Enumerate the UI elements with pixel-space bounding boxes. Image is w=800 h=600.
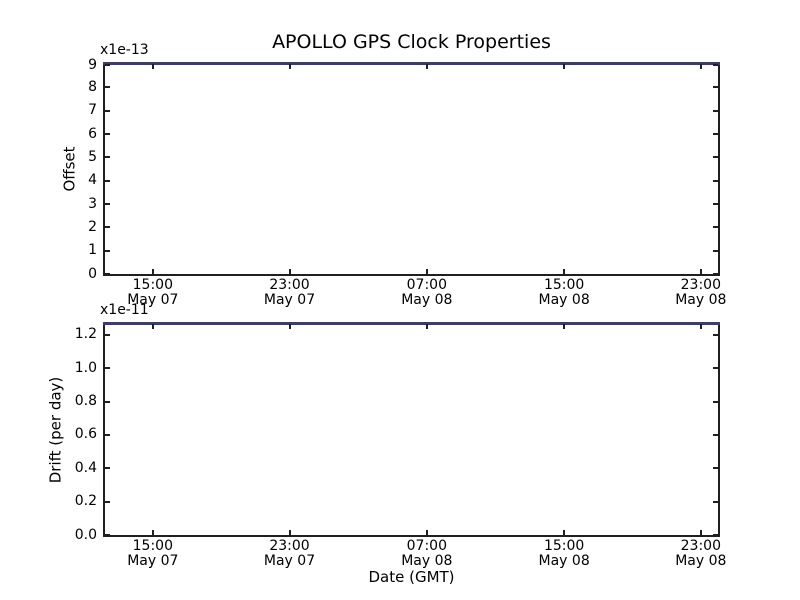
y-tick-label: 3 [88, 195, 97, 212]
y-tick-left [105, 64, 110, 66]
y-axis-offset-exponent-bottom: x1e-11 [100, 302, 149, 318]
y-tick-label: 1.2 [74, 326, 97, 343]
y-tick-label: 1 [88, 242, 97, 259]
chart-title: APOLLO GPS Clock Properties [272, 31, 551, 53]
x-tick-top [151, 324, 154, 329]
x-tick-bottom [288, 530, 291, 535]
x-tick-label: 07:00 May 08 [401, 538, 453, 569]
y-tick-left [105, 367, 110, 370]
y-tick-label: 4 [88, 172, 97, 189]
y-tick-right [713, 333, 718, 336]
y-tick-right [713, 500, 718, 503]
drift-plot-area: 0.0 0.2 0.4 0.6 0.8 1.0 1.2 15:00 May 07 23:00 M… [75, 322, 726, 568]
y-tick-left [105, 467, 110, 470]
x-tick-top [563, 64, 566, 69]
y-tick-label: 0 [88, 265, 97, 282]
y-tick-left [105, 109, 110, 112]
x-tick-top [288, 64, 291, 69]
x-tick-label: 23:00 May 08 [675, 277, 727, 308]
x-tick-bottom [563, 269, 566, 274]
y-tick-left [105, 333, 110, 336]
y-tick-label: 0.4 [74, 459, 97, 476]
y-tick-left [105, 273, 110, 275]
x-tick-top [699, 64, 702, 69]
y-tick-left [105, 179, 110, 182]
y-tick-right [713, 400, 718, 403]
y-tick-label: 0.8 [74, 393, 97, 410]
drift-series-line [103, 322, 720, 325]
y-tick-right [713, 273, 718, 275]
x-tick-bottom [425, 530, 428, 535]
x-tick-label: 15:00 May 08 [538, 538, 590, 569]
x-tick-bottom [699, 269, 702, 274]
y-tick-right [713, 133, 718, 135]
x-tick-top [425, 324, 428, 329]
x-tick-bottom [151, 530, 154, 535]
x-tick-top [563, 324, 566, 329]
y-tick-right [713, 179, 718, 182]
offset-plot-area: 0 1 2 3 4 5 6 7 8 9 15:00 May 07 23:00 May 07 07:00 … [88, 57, 726, 307]
x-tick-label: 23:00 May 07 [263, 538, 316, 569]
x-axis-label: Date (GMT) [368, 568, 455, 586]
y-tick-left [105, 534, 110, 536]
y-tick-right [713, 86, 718, 89]
y-tick-right [713, 203, 718, 205]
x-tick-bottom [425, 269, 428, 274]
y-tick-right [713, 109, 718, 112]
y-tick-label: 7 [88, 102, 97, 119]
y-tick-left [105, 226, 110, 229]
y-tick-right [713, 534, 718, 536]
y-tick-label: 0.0 [74, 526, 97, 543]
y-tick-label: 5 [88, 148, 97, 165]
x-tick-top [151, 64, 154, 69]
y-tick-right [713, 249, 718, 252]
y-tick-left [105, 249, 110, 252]
y-tick-left [105, 133, 110, 135]
x-tick-label: 23:00 May 08 [675, 538, 727, 569]
y-tick-label: 0.2 [74, 493, 97, 510]
y-tick-left [105, 400, 110, 403]
y-tick-label: 8 [88, 78, 97, 95]
x-tick-label: 23:00 May 07 [263, 277, 316, 308]
x-tick-label: 07:00 May 08 [401, 277, 453, 308]
offset-series-line [103, 62, 720, 65]
y-tick-label: 0.6 [74, 426, 97, 443]
x-tick-top [288, 324, 291, 329]
y-tick-label: 1.0 [74, 359, 97, 376]
y-tick-right [713, 226, 718, 229]
y-tick-right [713, 64, 718, 66]
x-tick-bottom [288, 269, 291, 274]
x-tick-label: 15:00 May 07 [127, 538, 179, 569]
y-tick-left [105, 86, 110, 89]
x-tick-label: 15:00 May 07 [127, 277, 179, 308]
y-tick-right [713, 433, 718, 436]
x-tick-label: 15:00 May 08 [538, 277, 590, 308]
y-tick-left [105, 203, 110, 205]
y-tick-label: 2 [88, 218, 97, 235]
y-tick-left [105, 156, 110, 159]
x-tick-top [425, 64, 428, 69]
y-tick-left [105, 433, 110, 436]
y-tick-label: 6 [88, 125, 97, 142]
x-tick-bottom [151, 269, 154, 274]
x-tick-bottom [699, 530, 702, 535]
y-tick-right [713, 367, 718, 370]
y-tick-label: 9 [88, 56, 97, 73]
y-tick-left [105, 500, 110, 503]
y-tick-right [713, 467, 718, 470]
y-tick-right [713, 156, 718, 159]
x-tick-top [699, 324, 702, 329]
x-tick-bottom [563, 530, 566, 535]
y-axis-offset-exponent-top: x1e-13 [100, 42, 149, 58]
